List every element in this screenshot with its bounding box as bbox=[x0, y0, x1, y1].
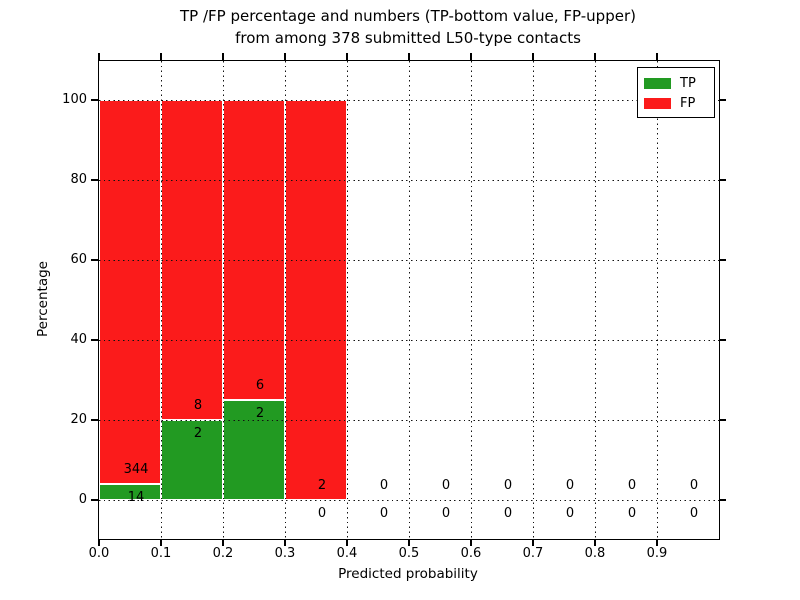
tp-count-bin-5: 0 bbox=[441, 506, 451, 521]
x-tick-bottom-6 bbox=[470, 539, 472, 546]
fp-count-bin-1: 8 bbox=[193, 398, 203, 413]
x-tick-label-8: 0.8 bbox=[584, 546, 606, 561]
fp-count-bin-5: 0 bbox=[441, 478, 451, 493]
x-tick-bottom-0 bbox=[98, 539, 100, 546]
x-tick-bottom-8 bbox=[594, 539, 596, 546]
x-tick-label-4: 0.4 bbox=[336, 546, 358, 561]
y-tick-label-0: 0 bbox=[78, 492, 87, 507]
y-tick-left-3 bbox=[90, 259, 98, 261]
chart-title-line-1: TP /FP percentage and numbers (TP-bottom… bbox=[180, 7, 636, 25]
gridline-v-0.6 bbox=[470, 61, 472, 539]
legend-row-tp: TP bbox=[644, 73, 708, 93]
y-tick-label-2: 40 bbox=[70, 332, 87, 347]
tp-swatch-icon bbox=[644, 77, 671, 89]
tp-count-bin-6: 0 bbox=[503, 506, 513, 521]
x-tick-top-3 bbox=[284, 52, 286, 60]
y-tick-right-3 bbox=[719, 259, 726, 261]
legend: TP FP bbox=[637, 67, 715, 118]
tp-count-bin-9: 0 bbox=[689, 506, 699, 521]
y-tick-right-2 bbox=[719, 339, 726, 341]
gridline-v-0.1 bbox=[160, 61, 162, 539]
bar-fp-bin-2 bbox=[223, 100, 285, 400]
x-tick-label-2: 0.2 bbox=[212, 546, 234, 561]
y-tick-left-4 bbox=[90, 179, 98, 181]
tp-count-bin-0: 14 bbox=[127, 490, 145, 506]
fp-swatch-icon bbox=[644, 97, 671, 109]
x-tick-top-1 bbox=[160, 52, 162, 60]
gridline-v-0.9 bbox=[656, 61, 658, 539]
y-axis-label: Percentage bbox=[35, 261, 51, 337]
tp-count-bin-3: 0 bbox=[317, 506, 327, 521]
legend-row-fp: FP bbox=[644, 93, 708, 113]
y-tick-right-1 bbox=[719, 419, 726, 421]
x-tick-label-1: 0.1 bbox=[150, 546, 172, 561]
plot-area: TP FP 0.0 0.1 0.2 0.3 0.4 0.5 0.6 0.7 0.8 0.9 0 20 4… bbox=[62, 52, 726, 561]
x-tick-top-4 bbox=[346, 52, 348, 60]
y-tick-right-0 bbox=[719, 499, 726, 501]
x-tick-bottom-3 bbox=[284, 539, 286, 546]
gridline-v-0.2 bbox=[222, 61, 224, 539]
y-tick-left-0 bbox=[90, 499, 98, 501]
fp-count-bin-2: 6 bbox=[255, 378, 265, 393]
fp-count-bin-4: 0 bbox=[379, 478, 389, 493]
x-tick-bottom-4 bbox=[346, 539, 348, 546]
gridline-v-0.3 bbox=[284, 61, 286, 539]
gridline-v-0.7 bbox=[532, 61, 534, 539]
x-tick-top-0 bbox=[98, 52, 100, 60]
tp-count-bin-1: 2 bbox=[193, 426, 203, 441]
bar-fp-bin-3 bbox=[285, 100, 347, 500]
x-tick-top-8 bbox=[594, 52, 596, 60]
y-tick-left-1 bbox=[90, 419, 98, 421]
y-tick-left-2 bbox=[90, 339, 98, 341]
bar-tp-bin-2 bbox=[223, 400, 285, 500]
x-tick-bottom-5 bbox=[408, 539, 410, 546]
tp-count-bin-4: 0 bbox=[379, 506, 389, 521]
y-tick-label-4: 80 bbox=[70, 172, 87, 187]
tp-count-bin-2: 2 bbox=[255, 406, 265, 421]
y-tick-left-5 bbox=[90, 99, 98, 101]
y-tick-right-5 bbox=[719, 99, 726, 101]
x-tick-label-7: 0.7 bbox=[522, 546, 544, 561]
x-tick-top-6 bbox=[470, 52, 472, 60]
y-tick-label-3: 60 bbox=[70, 252, 87, 267]
x-tick-label-5: 0.5 bbox=[398, 546, 420, 561]
chart-title: TP /FP percentage and numbers (TP-bottom… bbox=[98, 5, 718, 49]
y-tick-label-1: 20 bbox=[70, 412, 87, 427]
x-tick-bottom-1 bbox=[160, 539, 162, 546]
tp-count-bin-7: 0 bbox=[565, 506, 575, 521]
gridline-v-0.4 bbox=[346, 61, 348, 539]
x-tick-bottom-9 bbox=[656, 539, 658, 546]
fp-count-bin-9: 0 bbox=[689, 478, 699, 493]
x-axis-label: Predicted probability bbox=[338, 566, 478, 582]
x-tick-top-9 bbox=[656, 52, 658, 60]
fp-count-bin-6: 0 bbox=[503, 478, 513, 493]
x-tick-label-9: 0.9 bbox=[646, 546, 668, 561]
y-tick-label-5: 100 bbox=[62, 92, 87, 107]
fp-count-bin-3: 2 bbox=[317, 478, 327, 493]
y-tick-right-4 bbox=[719, 179, 726, 181]
x-tick-label-3: 0.3 bbox=[274, 546, 296, 561]
x-tick-label-0: 0.0 bbox=[88, 546, 110, 561]
x-tick-top-2 bbox=[222, 52, 224, 60]
gridline-v-0.5 bbox=[408, 61, 410, 539]
fp-count-bin-8: 0 bbox=[627, 478, 637, 493]
chart-title-line-2: from among 378 submitted L50-type contac… bbox=[235, 29, 581, 47]
fp-count-bin-7: 0 bbox=[565, 478, 575, 493]
x-tick-bottom-2 bbox=[222, 539, 224, 546]
x-tick-bottom-7 bbox=[532, 539, 534, 546]
bar-fp-bin-0 bbox=[99, 100, 161, 485]
fp-count-bin-0: 344 bbox=[123, 462, 149, 478]
x-tick-top-7 bbox=[532, 52, 534, 60]
x-tick-label-6: 0.6 bbox=[460, 546, 482, 561]
legend-label-tp: TP bbox=[680, 75, 696, 91]
legend-label-fp: FP bbox=[680, 95, 696, 111]
x-tick-top-5 bbox=[408, 52, 410, 60]
gridline-v-0.8 bbox=[594, 61, 596, 539]
tp-count-bin-8: 0 bbox=[627, 506, 637, 521]
